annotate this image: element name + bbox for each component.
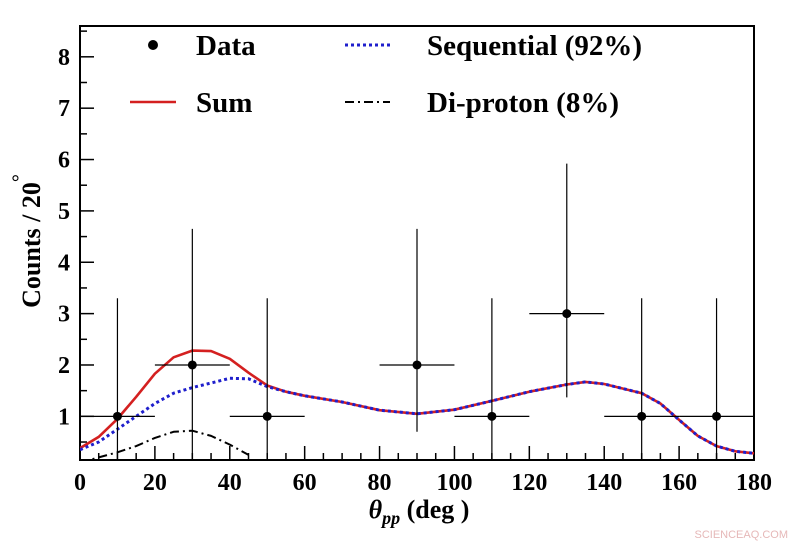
x-tick-label: 140 <box>586 470 622 496</box>
legend-marker-data <box>148 40 158 50</box>
legend-label: Di-proton (8%) <box>427 87 619 119</box>
y-tick-label: 1 <box>58 404 70 430</box>
x-tick-label: 60 <box>293 470 317 496</box>
series-curve-dashdot <box>85 429 249 460</box>
x-tick-label: 40 <box>218 470 242 496</box>
data-point <box>379 228 455 432</box>
series-curve-dotted <box>80 376 754 455</box>
plot-area: 0 20 40 60 80 100 120 140 160 180 1 2 3 4 5 6 7 8 <box>58 25 772 496</box>
data-point <box>529 163 605 398</box>
legend-item: Sum <box>130 87 252 119</box>
y-tick-label: 7 <box>58 96 70 122</box>
data-marker <box>112 411 122 421</box>
x-axis-title: θpp (deg ) <box>369 495 470 528</box>
legend-item: Di-proton (8%) <box>345 87 619 119</box>
y-tick-label: 6 <box>58 148 70 174</box>
data-point <box>604 298 680 460</box>
data-marker <box>412 360 422 370</box>
legend: Data Sequential (92%) Sum Di-proton (8%) <box>130 30 642 119</box>
x-tick-label: 0 <box>74 470 86 496</box>
data-point <box>154 228 230 460</box>
data-point <box>229 298 305 460</box>
x-tick-label: 100 <box>436 470 472 496</box>
data-point <box>454 298 530 460</box>
x-axis-title-symbol: θ <box>369 495 383 524</box>
data-point <box>80 298 155 460</box>
legend-label: Data <box>196 30 256 62</box>
data-marker <box>262 411 272 421</box>
legend-label: Sum <box>196 87 252 119</box>
data-marker <box>712 411 722 421</box>
x-axis-title-subscript: pp <box>380 508 400 528</box>
y-axis-title: Counts / 20° <box>9 174 46 308</box>
y-tick-label: 2 <box>58 353 70 379</box>
legend-item: Data <box>148 30 256 62</box>
y-tick-label: 8 <box>58 45 70 71</box>
watermark: SCIENCEAQ.COM <box>694 529 788 541</box>
x-tick-label: 160 <box>661 470 697 496</box>
y-axis-title-superscript: ° <box>9 174 31 182</box>
legend-label: Sequential (92%) <box>427 30 642 62</box>
legend-item: Sequential (92%) <box>345 30 642 62</box>
y-tick-label: 5 <box>58 199 70 225</box>
x-tick-label: 180 <box>736 470 772 496</box>
x-tick-label: 20 <box>143 470 167 496</box>
data-marker <box>487 411 497 421</box>
data-point <box>679 298 754 460</box>
data-marker <box>637 411 647 421</box>
data-marker <box>187 360 197 370</box>
y-axis-title-group: Counts / 20° <box>9 174 46 308</box>
x-tick-label: 80 <box>368 470 392 496</box>
y-tick-label: 4 <box>58 250 70 276</box>
data-marker <box>562 309 572 319</box>
x-tick-label: 120 <box>511 470 547 496</box>
x-axis-title-unit: (deg ) <box>400 495 469 524</box>
y-tick-label: 3 <box>58 302 70 328</box>
